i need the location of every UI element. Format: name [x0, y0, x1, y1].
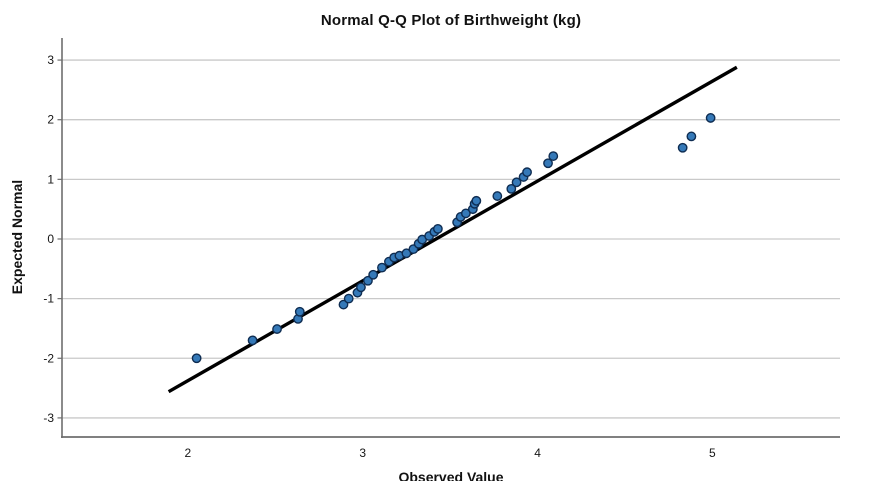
data-point: [432, 223, 443, 234]
data-point: [401, 248, 412, 259]
data-point: [247, 335, 258, 346]
x-axis-title: Observed Value: [398, 469, 504, 481]
data-point: [356, 282, 366, 293]
data-point: [677, 142, 688, 153]
data-point: [191, 353, 202, 364]
data-point: [548, 151, 559, 161]
y-tick-label: -3: [43, 411, 54, 425]
data-point: [294, 306, 305, 317]
data-point: [522, 167, 532, 178]
data-point: [460, 208, 471, 219]
y-tick-label: 1: [47, 172, 54, 186]
x-tick-label: 2: [185, 446, 192, 460]
data-point: [492, 191, 503, 201]
data-point: [377, 262, 387, 273]
x-tick-label: 5: [709, 446, 716, 460]
x-tick-label: 4: [534, 446, 541, 460]
data-point: [338, 299, 349, 310]
y-tick-label: -2: [43, 351, 54, 365]
data-point: [543, 158, 553, 169]
y-tick-label: 2: [47, 113, 54, 127]
chart-title: Normal Q-Q Plot of Birthweight (kg): [320, 12, 582, 29]
reference-line: [167, 65, 738, 394]
y-tick-label: 3: [47, 53, 54, 67]
data-point: [368, 269, 379, 280]
data-point: [272, 324, 282, 334]
data-point: [511, 177, 522, 188]
data-point: [363, 275, 373, 286]
data-point: [705, 113, 716, 123]
data-point: [343, 293, 354, 304]
y-tick-label: -1: [43, 292, 54, 306]
data-point: [471, 195, 482, 206]
x-tick-label: 3: [359, 446, 366, 460]
data-point: [686, 131, 697, 142]
y-tick-label: 0: [47, 232, 54, 246]
data-point: [506, 183, 517, 194]
